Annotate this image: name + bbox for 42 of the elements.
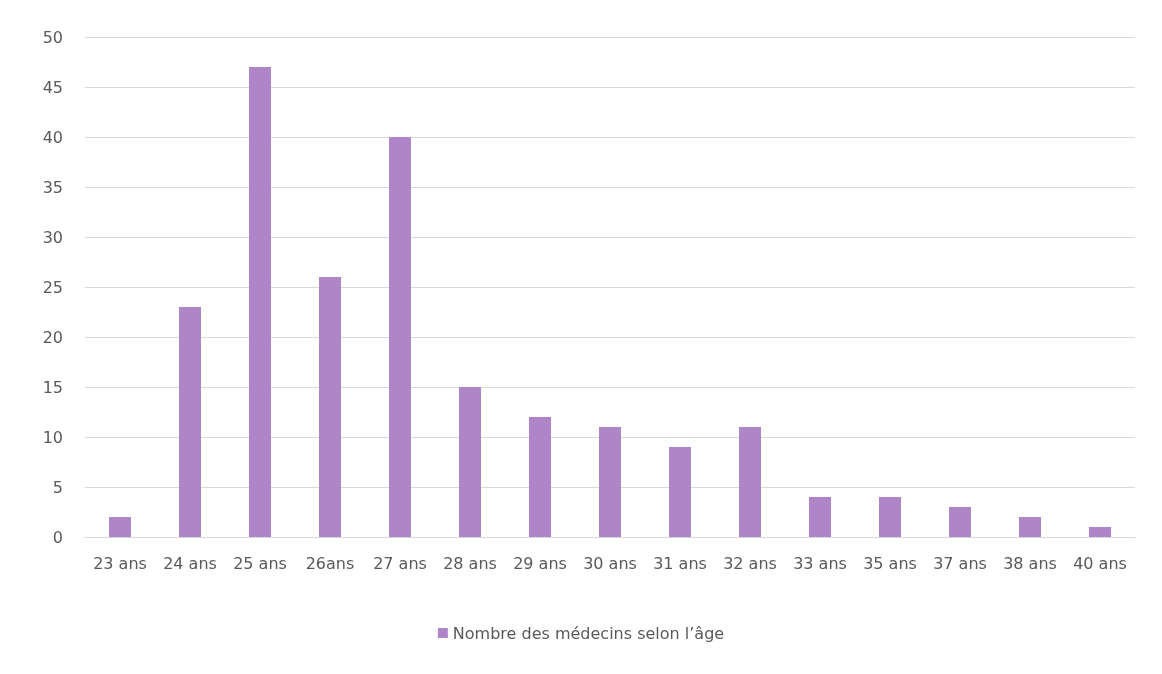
x-tick-label: 35 ans bbox=[863, 553, 917, 573]
bar bbox=[529, 417, 551, 537]
bar bbox=[949, 507, 971, 537]
y-tick-label: 50 bbox=[42, 27, 63, 47]
bar bbox=[809, 497, 831, 537]
bar bbox=[459, 387, 481, 537]
x-tick-label: 40 ans bbox=[1073, 553, 1127, 573]
bar bbox=[669, 447, 691, 537]
x-tick-label: 31 ans bbox=[653, 553, 707, 573]
x-tick-label: 30 ans bbox=[583, 553, 637, 573]
y-tick-label: 10 bbox=[42, 427, 63, 447]
legend-label: Nombre des médecins selon l’âge bbox=[452, 623, 725, 643]
y-tick-label: 40 bbox=[42, 127, 63, 147]
x-tick-label: 25 ans bbox=[233, 553, 287, 573]
x-tick-label: 28 ans bbox=[443, 553, 497, 573]
bar bbox=[599, 427, 621, 537]
x-tick-label: 27 ans bbox=[373, 553, 427, 573]
bar bbox=[179, 307, 201, 537]
x-tick-label: 37 ans bbox=[933, 553, 987, 573]
bar bbox=[739, 427, 761, 537]
y-tick-label: 35 bbox=[42, 177, 63, 197]
bar bbox=[879, 497, 901, 537]
y-tick-label: 15 bbox=[42, 377, 63, 397]
y-tick-label: 0 bbox=[52, 527, 63, 547]
y-tick-label: 25 bbox=[42, 277, 63, 297]
x-tick-label: 29 ans bbox=[513, 553, 567, 573]
bar bbox=[319, 277, 341, 537]
bar bbox=[1089, 527, 1111, 537]
x-tick-label: 32 ans bbox=[723, 553, 777, 573]
y-tick-label: 30 bbox=[42, 227, 63, 247]
bar bbox=[389, 137, 411, 537]
x-tick-label: 24 ans bbox=[163, 553, 217, 573]
x-tick-label: 23 ans bbox=[93, 553, 147, 573]
x-tick-label: 33 ans bbox=[793, 553, 847, 573]
bar bbox=[1019, 517, 1041, 537]
bar bbox=[109, 517, 131, 537]
bar bbox=[249, 67, 271, 537]
x-tick-label: 38 ans bbox=[1003, 553, 1057, 573]
y-tick-label: 45 bbox=[42, 77, 63, 97]
x-tick-label: 26ans bbox=[305, 553, 355, 573]
y-tick-label: 5 bbox=[52, 477, 63, 497]
y-tick-label: 20 bbox=[42, 327, 63, 347]
